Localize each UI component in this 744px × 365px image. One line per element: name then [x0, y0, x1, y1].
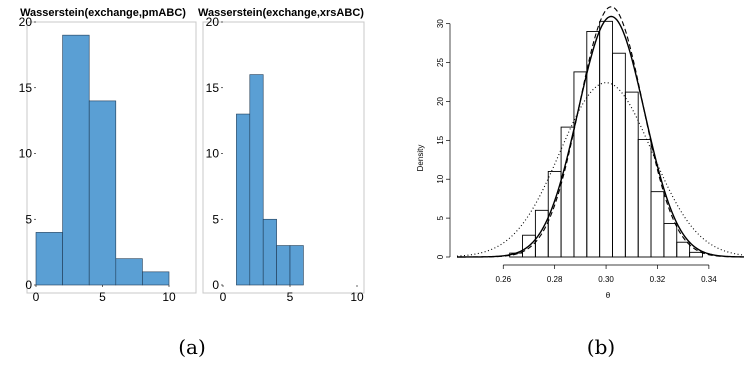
bar-0-4	[142, 271, 170, 286]
histogram-pmabc-title: Wasserstein(exchange,pmABC)	[20, 7, 186, 19]
ytick-label-1-3: 15	[206, 81, 220, 95]
bar-0-1	[62, 34, 90, 286]
xtick-label-0-0: 0	[33, 290, 40, 304]
density-curve-dashed	[457, 6, 744, 258]
xtick-label-0-2: 10	[162, 290, 176, 304]
density-xtick-label-2: 0.30	[598, 275, 614, 284]
density-bar-10	[637, 139, 652, 258]
ytick-label-0-1: 5	[25, 212, 32, 226]
histogram-pmabc: Wasserstein(exchange,pmABC) 0 5 10 0 5 10 15 20	[19, 7, 197, 304]
density-bar-12	[663, 223, 678, 258]
density-bar-8	[612, 52, 626, 258]
density-bar-7	[599, 20, 613, 258]
xtick-label-0-1: 5	[99, 290, 106, 304]
density-bar-14	[689, 251, 703, 258]
bar-1-1	[249, 74, 264, 286]
density-curves	[456, 6, 744, 258]
bar-1-2	[262, 218, 277, 286]
density-histogram: 0.26 0.28 0.30 0.32 0.34 0 5 10 15 20 25 30 θ Densi…	[416, 6, 744, 300]
density-ytick-label-1: 5	[436, 215, 445, 220]
histogram-xrsabc-title: Wasserstein(exchange,xrsABC)	[198, 7, 364, 19]
density-bar-11	[650, 191, 665, 258]
density-xtick-label-0: 0.26	[495, 275, 511, 284]
ytick-label-1-4: 20	[206, 15, 220, 29]
ytick-label-0-4: 20	[19, 15, 33, 29]
density-curve-dotted	[456, 82, 744, 257]
histogram-xrsabc: Wasserstein(exchange,xrsABC) 0 5 10 0 5 10 15 2…	[198, 7, 365, 304]
histogram-xrsabc-frame	[202, 21, 365, 294]
histogram-xrsabc-bars	[236, 74, 304, 286]
ytick-label-0-3: 15	[19, 81, 33, 95]
panel-label-b: (b)	[587, 335, 615, 359]
ytick-label-1-2: 10	[206, 147, 220, 161]
ytick-label-1-1: 5	[212, 212, 219, 226]
bar-0-3	[115, 258, 143, 286]
density-x-label: θ	[606, 291, 611, 300]
density-histogram-axes: 0.26 0.28 0.30 0.32 0.34 0 5 10 15 20 25 30	[436, 19, 717, 284]
xtick-label-1-1: 5	[287, 290, 294, 304]
ytick-label-0-0: 0	[25, 278, 32, 292]
density-ytick-label-3: 15	[436, 135, 445, 144]
ytick-label-0-2: 10	[19, 147, 33, 161]
density-ytick-label-5: 25	[436, 58, 445, 67]
density-xtick-label-4: 0.34	[701, 275, 717, 284]
density-bar-4	[560, 126, 575, 258]
density-xtick-label-1: 0.28	[547, 275, 563, 284]
ytick-label-1-0: 0	[212, 278, 219, 292]
density-xtick-label-3: 0.32	[650, 275, 666, 284]
density-bar-13	[676, 241, 691, 258]
density-curve-solid	[456, 15, 744, 258]
xtick-label-1-2: 10	[350, 290, 364, 304]
bar-1-0	[236, 113, 251, 286]
panel-label-a: (a)	[178, 335, 206, 359]
density-ytick-label-2: 10	[436, 174, 445, 183]
histogram-pmabc-ticks: 0 5 10 0 5 10 15 20	[19, 15, 176, 304]
bar-0-2	[88, 100, 117, 286]
bar-1-3	[276, 245, 291, 286]
histogram-pmabc-bars	[35, 34, 170, 286]
histogram-xrsabc-ticks: 0 5 10 0 5 10 15 20	[206, 15, 364, 304]
bar-1-4	[289, 245, 304, 286]
density-histogram-bars	[509, 20, 703, 258]
histogram-pmabc-frame	[26, 21, 197, 294]
density-y-label: Density	[416, 145, 425, 172]
xtick-label-1-0: 0	[220, 290, 227, 304]
density-ytick-label-0: 0	[436, 254, 445, 259]
density-ytick-label-6: 30	[436, 19, 445, 28]
bar-0-0	[35, 232, 63, 286]
density-ytick-label-4: 20	[436, 96, 445, 105]
